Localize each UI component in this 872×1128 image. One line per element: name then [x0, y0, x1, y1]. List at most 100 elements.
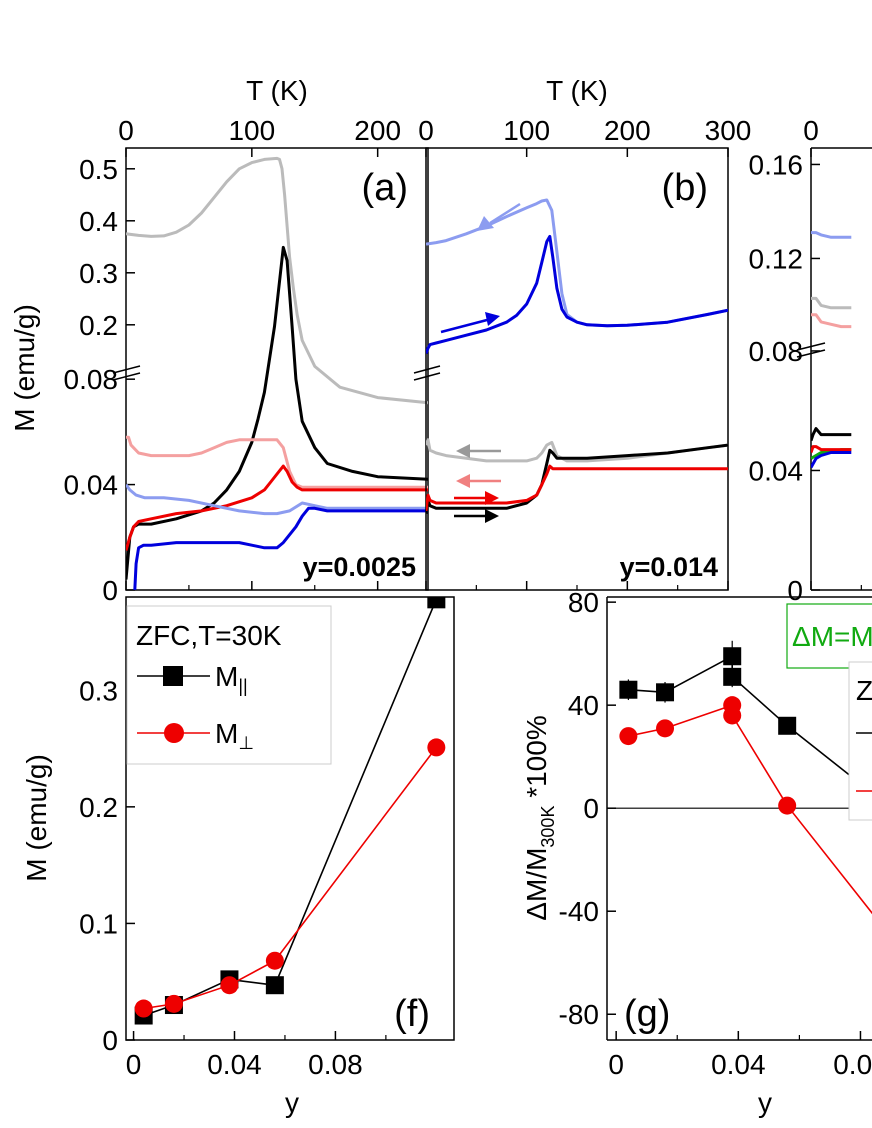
x-tick-label: 100	[228, 115, 275, 146]
series-pink	[126, 435, 428, 489]
panel-g-legend-title: Z	[856, 675, 872, 706]
panel-f: 0 0.04 0.08 0 0.1 0.2 0.3 (f) y M (emu/g) ZFC,…	[21, 596, 455, 1118]
panel-g-series	[607, 640, 872, 915]
panel-b-ticks: 0 100 200 300	[418, 115, 751, 590]
series-black	[811, 427, 852, 442]
panel-a-label: (a)	[362, 167, 408, 209]
data-point-circle	[778, 796, 797, 815]
series-blue	[426, 234, 728, 354]
arrow-lightblue-cooling	[477, 202, 521, 231]
y-tick-label: 0.2	[79, 792, 118, 823]
series-lightblue	[811, 231, 852, 239]
panel-f-legend: ZFC,T=30K M|| M⊥	[126, 605, 332, 765]
panel-f-frame	[125, 596, 455, 1041]
legend-marker-circle	[164, 723, 184, 743]
arrow-blue-warming	[440, 312, 500, 334]
y-tick-label: 0.08	[64, 364, 119, 395]
y-tick-label: 0.5	[79, 154, 118, 185]
data-point-circle	[723, 706, 742, 725]
data-point-circle	[265, 951, 284, 970]
panel-a-ylabel: M (emu/g)	[9, 304, 40, 432]
series-blue	[133, 506, 428, 590]
series-black	[126, 245, 428, 580]
dm-definition-text: ΔM=M	[792, 621, 872, 652]
panel-f-xlabel: y	[285, 1087, 299, 1118]
x-tick-label: 0	[608, 1049, 624, 1080]
data-point-circle	[656, 719, 675, 738]
arrow-black-warming	[454, 509, 499, 523]
panel-g-ticks: 0 0.04 0.08 -80 -40 0 40 80	[559, 587, 872, 1080]
y-tick-label: -80	[559, 999, 599, 1030]
data-point-circle	[220, 976, 239, 995]
y-tick-label: 0.2	[79, 310, 118, 341]
data-point-circle	[427, 738, 446, 757]
data-point-square	[723, 647, 742, 666]
panel-a-annotation: y=0.0025	[303, 552, 416, 582]
series-line-M_perp	[143, 746, 437, 1010]
data-point-circle	[619, 727, 638, 746]
panel-g: 0 0.04 0.08 -80 -40 0 40 80 ΔM=M Z (g) y ΔM/M30…	[521, 587, 872, 1118]
x-tick-label: 100	[503, 115, 550, 146]
series-red	[126, 464, 428, 551]
panel-b-annotation: y=0.014	[620, 552, 718, 582]
legend-marker-square	[163, 666, 183, 686]
arrow-pink-cooling	[456, 474, 501, 488]
x-tick-label: 300	[705, 115, 752, 146]
x-tick-label: 0	[126, 1049, 142, 1080]
x-tick-label: 0.08	[833, 1049, 872, 1080]
data-point-square	[427, 597, 446, 609]
panel-f-ticks: 0 0.04 0.08 0 0.1 0.2 0.3	[79, 675, 387, 1080]
y-tick-label: 0.4	[79, 206, 118, 237]
data-point-square	[723, 667, 742, 686]
y-tick-label: 0	[583, 793, 599, 824]
legend-entry-perp: M⊥	[215, 718, 254, 753]
legend-entry-parallel: M||	[215, 661, 248, 696]
y-tick-label: 0.16	[749, 149, 804, 180]
x-tick-label: 200	[354, 115, 401, 146]
panel-f-ylabel: M (emu/g)	[21, 754, 52, 882]
y-tick-label: 0.08	[749, 336, 804, 367]
y-tick-label: 0	[102, 575, 118, 606]
y-tick-label: 0.04	[64, 470, 119, 501]
series-gray	[126, 156, 428, 405]
arrow-red-warming	[454, 491, 499, 505]
data-point-square	[619, 680, 638, 699]
panel-a-xlabel: T (K)	[246, 75, 308, 106]
series-red	[426, 464, 728, 512]
axis-break-marks	[112, 342, 826, 381]
series-pink	[811, 313, 852, 329]
data-point-circle	[164, 994, 183, 1013]
panel-g-legend-box	[848, 661, 872, 821]
x-tick-label: 200	[604, 115, 651, 146]
panel-g-xlabel: y	[758, 1087, 772, 1118]
series-lightblue	[126, 483, 428, 516]
data-point-square	[265, 976, 284, 995]
x-tick-label: 0.04	[711, 1049, 766, 1080]
panel-b-frame	[425, 147, 729, 591]
panel-a-series	[126, 156, 428, 590]
panel-g-ylabel: ΔM/M300K *100%	[521, 715, 558, 920]
x-tick-label: 0	[418, 115, 434, 146]
panel-b-label: (b)	[662, 167, 708, 209]
x-tick-label: 0.04	[207, 1049, 262, 1080]
y-tick-label: 0	[102, 1025, 118, 1056]
panel-b: 0 100 200 300 (b) y=0.014 T (K)	[418, 75, 751, 591]
panel-b-series	[426, 198, 728, 514]
data-point-circle	[134, 999, 153, 1018]
panel-f-label: (f)	[394, 993, 430, 1035]
data-point-square	[778, 716, 797, 735]
panel-b-arrows	[440, 202, 521, 523]
y-tick-label: 0.3	[79, 258, 118, 289]
x-tick-label: 0	[803, 115, 819, 146]
data-point-square	[656, 683, 675, 702]
panel-c-series	[811, 231, 852, 469]
panel-b-xlabel: T (K)	[546, 75, 608, 106]
series-red	[811, 445, 852, 453]
series-gray	[426, 438, 728, 463]
series-blue	[811, 451, 852, 469]
x-tick-label: 0	[118, 115, 134, 146]
y-tick-label: 40	[568, 690, 599, 721]
